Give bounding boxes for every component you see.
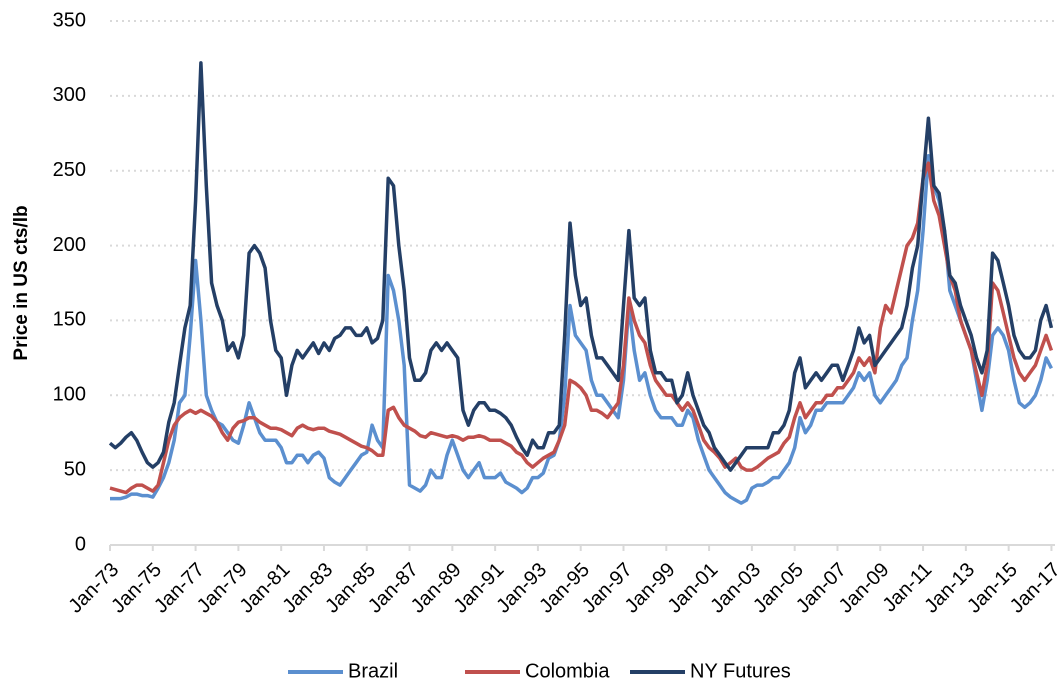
y-tick-label: 150 xyxy=(53,309,86,331)
y-tick-label: 100 xyxy=(53,384,86,406)
line-series xyxy=(108,61,1054,472)
y-tick-label: 200 xyxy=(53,234,86,256)
legend-label: Colombia xyxy=(525,660,610,682)
y-axis-label: Price in US cts/lb xyxy=(11,205,32,360)
line-series xyxy=(109,161,1054,495)
line-series xyxy=(110,153,1053,505)
y-tick-label: 0 xyxy=(75,533,86,555)
y-tick-label: 50 xyxy=(64,458,86,480)
legend-label: NY Futures xyxy=(690,660,791,682)
y-tick-label: 350 xyxy=(53,9,86,31)
y-tick-label: 300 xyxy=(53,84,86,106)
y-tick-label: 250 xyxy=(53,159,86,181)
legend-label: Brazil xyxy=(348,660,398,682)
